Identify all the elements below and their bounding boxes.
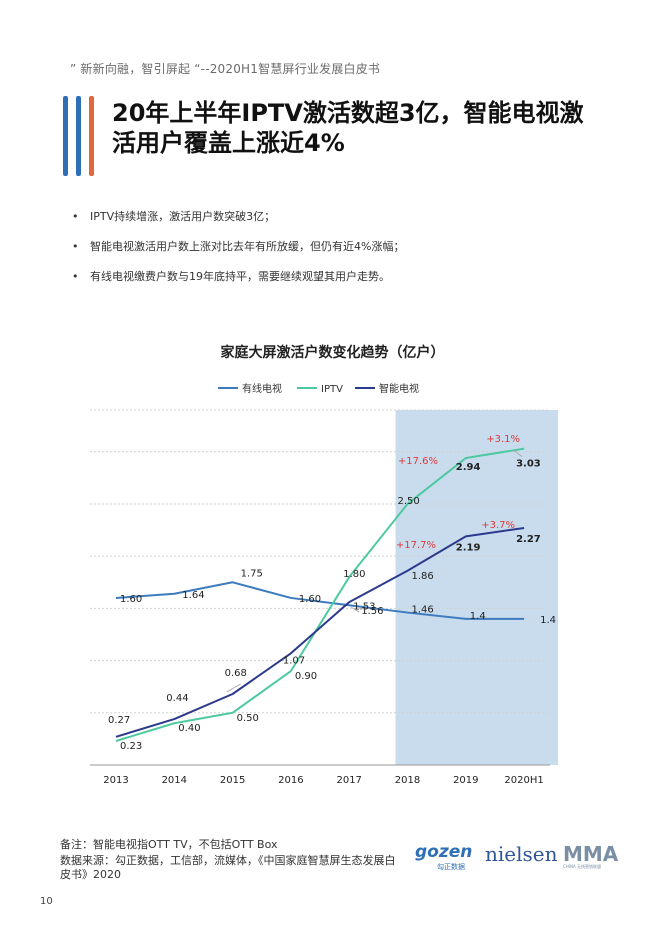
mma-logo-subtitle: CHINA 无线营销联盟 (563, 864, 601, 869)
decoration-bar (63, 96, 68, 176)
growth-annotation: +17.7% (396, 540, 436, 551)
page-title-line2: 活用户覆盖上涨近4% (112, 129, 345, 157)
title-decoration-bars (63, 96, 103, 176)
data-label: 0.40 (178, 723, 200, 734)
x-tick-label: 2018 (395, 775, 420, 786)
x-tick-label: 2013 (103, 775, 128, 786)
partner-logos: gozen 勾正数据 nielsen MMA CHINA 无线营销联盟 (415, 842, 620, 872)
leader-line (350, 606, 360, 613)
data-label: 2.19 (456, 542, 481, 553)
nielsen-logo: nielsen (485, 842, 558, 866)
data-label: 1.60 (299, 594, 321, 605)
header-quote: ” 新新向融，智引屏起 “--2020H1智慧屏行业发展白皮书 (70, 62, 381, 76)
data-label: 1.53 (353, 601, 375, 612)
data-label: 1.56 (361, 606, 383, 617)
bullet-item: IPTV持续增涨，激活用户数突破3亿； (72, 205, 404, 235)
mma-logo: MMA (563, 842, 619, 866)
data-label: 2.50 (398, 496, 420, 507)
bullet-list: IPTV持续增涨，激活用户数突破3亿； 智能电视激活用户数上涨对比去年有所放缓，… (72, 205, 404, 295)
page-number: 10 (40, 896, 53, 907)
bullet-item: 智能电视激活用户数上涨对比去年有所放缓，但仍有近4%涨幅； (72, 235, 404, 265)
highlight-region (395, 410, 559, 765)
data-label: 2.94 (456, 462, 481, 473)
data-label: 0.23 (120, 741, 142, 752)
growth-annotation: +3.1% (486, 434, 520, 445)
x-tick-label: 2014 (162, 775, 187, 786)
legend-label: 智能电视 (379, 382, 419, 395)
footnote-note: 备注：智能电视指OTT TV，不包括OTT Box (60, 838, 278, 851)
line-chart: 2013 2014 2015 2016 2017 2018 2019 2020H1 有线电视 IP… (90, 382, 559, 786)
page-title: 20年上半年IPTV激活数超3亿，智能电视激 活用户覆盖上涨近4% (112, 98, 612, 158)
data-label: 1.75 (241, 568, 263, 579)
page-title-line1: 20年上半年IPTV激活数超3亿，智能电视激 (112, 99, 584, 127)
growth-annotation: +3.7% (481, 520, 515, 531)
data-label: 1.4 (540, 615, 556, 626)
data-label: 0.50 (237, 713, 259, 724)
decoration-bar (76, 96, 81, 176)
gozen-logo: gozen (415, 842, 473, 862)
data-label: 0.68 (225, 668, 247, 679)
footnote: 备注：智能电视指OTT TV，不包括OTT Box 数据来源：勾正数据，工信部，… (60, 838, 400, 884)
data-label: 2.27 (516, 534, 541, 545)
leader-line (226, 683, 241, 693)
data-label: 1.86 (412, 571, 434, 582)
gozen-logo-subtitle: 勾正数据 (437, 863, 465, 871)
data-label: 0.90 (295, 671, 317, 682)
data-label: 1.07 (283, 655, 305, 666)
data-label: 1.64 (182, 590, 204, 601)
legend-label: 有线电视 (242, 382, 282, 395)
x-tick-label: 2019 (453, 775, 478, 786)
x-tick-label: 2015 (220, 775, 245, 786)
series-line (115, 447, 525, 742)
data-label: 0.44 (166, 693, 188, 704)
chart-title: 家庭大屏激活户数变化趋势（亿户） (220, 345, 445, 361)
legend-label: IPTV (321, 384, 343, 395)
bullet-item: 有线电视缴费户数与19年底持平，需要继续观望其用户走势。 (72, 265, 404, 295)
leader-line (513, 450, 523, 458)
data-label: 3.03 (516, 459, 541, 470)
data-label: 1.46 (412, 605, 434, 616)
data-label: 1.80 (343, 569, 365, 580)
x-tick-label: 2016 (278, 775, 303, 786)
series-line (115, 526, 525, 738)
data-label: 1.4 (470, 611, 486, 622)
footnote-source: 数据来源：勾正数据，工信部，流媒体，《中国家庭智慧屏生态发展白皮书》2020 (60, 854, 396, 881)
x-tick-label: 2020H1 (504, 775, 543, 786)
growth-annotation: +17.6% (398, 456, 438, 467)
series-line (115, 581, 525, 620)
x-tick-label: 2017 (336, 775, 361, 786)
data-label: 1.60 (120, 594, 142, 605)
data-label: 0.27 (108, 715, 130, 726)
decoration-bar (89, 96, 94, 176)
